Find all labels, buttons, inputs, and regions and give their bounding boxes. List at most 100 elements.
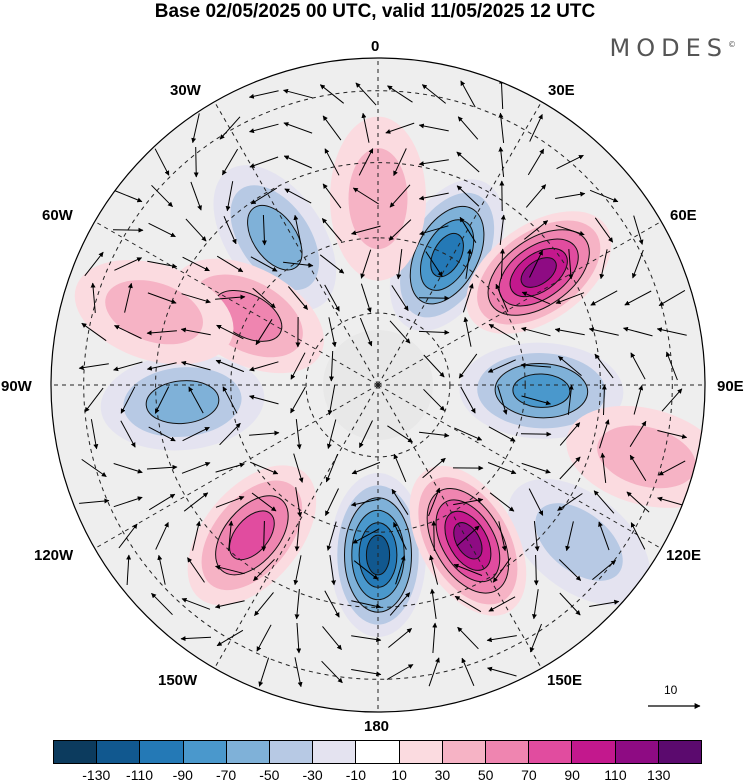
wind-vector-arrow xyxy=(387,425,414,443)
wind-vector-arrow xyxy=(594,353,614,379)
wind-vector-arrow xyxy=(294,589,300,620)
wind-vector-arrow xyxy=(456,151,480,173)
colorbar-tick-label: -30 xyxy=(302,767,323,783)
wind-vector-arrow xyxy=(219,116,241,140)
wind-vector-arrow xyxy=(528,488,544,516)
colorbar-swatch xyxy=(226,741,271,763)
wind-vector-arrow xyxy=(249,394,279,405)
lon-label-90e: 90E xyxy=(717,378,744,395)
anomaly-contour xyxy=(597,425,696,489)
wind-vector-arrow xyxy=(112,227,144,233)
wind-vector-arrow xyxy=(319,254,345,274)
wind-vector-arrow xyxy=(151,184,173,208)
wind-vector-arrow xyxy=(492,557,512,583)
wind-vector-arrow xyxy=(187,557,205,583)
wind-vector-arrow xyxy=(418,295,450,301)
wind-vector-arrow xyxy=(216,629,244,647)
lon-label-150w: 150W xyxy=(158,672,198,689)
lon-label-30e: 30E xyxy=(548,82,575,99)
wind-vector-arrow xyxy=(488,596,516,612)
wind-vector-arrow xyxy=(559,592,581,616)
wind-vector-arrow xyxy=(487,666,517,677)
wind-vector-arrow xyxy=(386,664,414,680)
wind-vector-arrow xyxy=(219,422,241,446)
colorbar-tick-label: 90 xyxy=(564,767,580,783)
wind-vector-arrow xyxy=(283,88,313,99)
wind-vector-arrow xyxy=(81,322,107,342)
wind-vector-arrow xyxy=(497,385,508,415)
wind-vector-arrow xyxy=(529,113,543,142)
wind-vector-arrow xyxy=(395,555,406,585)
colorbar-tick-label: -70 xyxy=(215,767,237,783)
wind-vector-arrow xyxy=(324,590,340,618)
wind-vector-arrow xyxy=(256,624,272,652)
colorbar-swatch xyxy=(486,741,530,763)
wind-vector-arrow xyxy=(326,521,337,551)
wind-vector-arrow xyxy=(629,420,647,447)
wind-vector-arrow xyxy=(293,453,304,483)
wind-vector-arrow xyxy=(487,359,516,373)
wind-vector-arrow xyxy=(559,456,581,480)
wind-vector-arrow xyxy=(190,181,202,211)
brand-mark: © xyxy=(728,40,736,49)
wind-vector-arrow xyxy=(293,555,302,586)
wind-vector-arrow xyxy=(215,359,245,373)
lon-label-60e: 60E xyxy=(670,207,697,224)
wind-vector-arrow xyxy=(461,657,475,686)
wind-vector-arrow xyxy=(290,386,306,414)
wind-vector-arrow xyxy=(385,122,415,134)
wind-vector-arrow xyxy=(215,495,245,508)
wind-vector-arrow xyxy=(421,84,447,104)
wind-vector-arrow xyxy=(180,327,211,336)
wind-vector-arrow xyxy=(283,122,313,134)
colorbar-tick-label: -90 xyxy=(172,767,193,783)
wind-vector-arrow xyxy=(359,317,373,347)
colorbar-swatch xyxy=(572,741,616,763)
wind-vector-arrow xyxy=(120,420,136,448)
wind-vector-arrow xyxy=(146,464,178,470)
colorbar-swatch xyxy=(183,741,227,763)
wind-vector-arrow xyxy=(425,251,443,277)
wind-vector-arrow xyxy=(633,215,644,245)
wind-vector-arrow xyxy=(223,216,237,245)
wind-vector-arrow xyxy=(253,558,275,582)
wind-vector-arrow xyxy=(465,248,472,279)
wind-vector-arrow xyxy=(193,146,199,178)
wind-vector-arrow xyxy=(488,426,516,442)
wind-vector-arrow xyxy=(228,520,234,551)
anomaly-contour xyxy=(520,257,557,288)
wind-vector-arrow xyxy=(78,363,109,371)
wind-vector-arrow xyxy=(181,293,211,304)
map-field xyxy=(51,58,705,712)
wind-vector-arrow xyxy=(283,261,314,268)
meridian-line xyxy=(214,384,379,669)
wind-vector-arrow xyxy=(418,329,450,335)
wind-vector-arrow xyxy=(113,463,143,474)
wind-vector-arrow xyxy=(147,260,178,269)
wind-vector-arrow xyxy=(457,116,479,140)
wind-vector-arrow xyxy=(183,492,209,512)
colorbar-swatch xyxy=(615,741,659,763)
wind-vector-arrow xyxy=(458,353,478,379)
wind-vector-arrow xyxy=(565,521,574,552)
wind-vector-arrow xyxy=(151,592,173,616)
wind-vector-arrow xyxy=(124,282,133,313)
wind-vector-arrow xyxy=(250,187,278,205)
wind-vector-arrow xyxy=(261,520,267,552)
wind-vectors xyxy=(78,78,688,688)
wind-vector-arrow xyxy=(429,554,439,585)
wind-vector-arrow xyxy=(498,146,505,177)
wind-vector-arrow xyxy=(631,249,644,279)
wind-vector-arrow xyxy=(428,487,441,517)
wind-vector-arrow xyxy=(457,626,479,650)
wind-vector-arrow xyxy=(191,113,200,144)
wind-vector-arrow xyxy=(288,286,308,310)
wind-vector-arrow xyxy=(454,595,482,613)
wind-vector-arrow xyxy=(630,522,646,550)
wind-vector-arrow xyxy=(225,181,234,212)
wind-vector-arrow xyxy=(657,496,687,507)
colorbar-swatch xyxy=(399,741,443,763)
wind-vector-arrow xyxy=(250,256,278,272)
latitude-circle xyxy=(83,90,673,680)
wind-vector-arrow xyxy=(182,256,210,272)
